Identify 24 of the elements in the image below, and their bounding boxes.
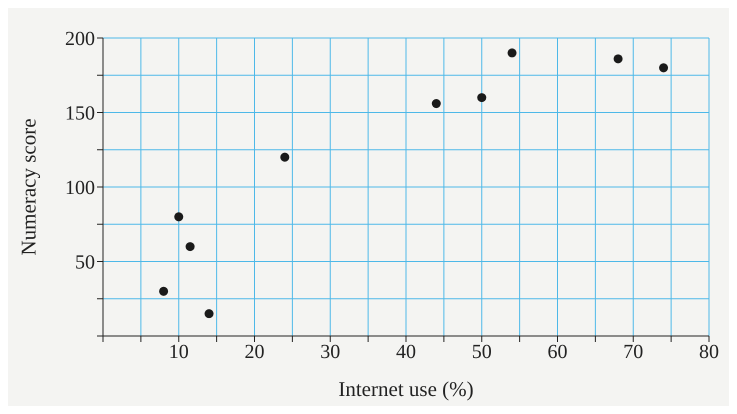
point xyxy=(508,48,517,58)
x-tick-label: 20 xyxy=(244,341,264,364)
point xyxy=(614,54,623,64)
y-tick-label: 50 xyxy=(75,252,95,274)
point xyxy=(280,152,290,162)
y-tick-label: 100 xyxy=(65,177,95,200)
y-tick-label: 150 xyxy=(65,102,95,125)
point xyxy=(159,286,168,296)
point xyxy=(204,309,214,318)
x-tick-label: 10 xyxy=(168,341,189,364)
x-tick-label: 70 xyxy=(623,341,644,364)
y-axis-title: Numeracy score xyxy=(16,118,40,256)
point xyxy=(659,63,668,72)
x-tick-label: 60 xyxy=(548,341,568,364)
point xyxy=(174,212,184,222)
x-tick-label: 50 xyxy=(472,341,492,364)
x-tick-label: 40 xyxy=(396,341,416,364)
point xyxy=(432,99,441,108)
x-axis-title: Internet use (%) xyxy=(338,377,474,401)
y-tick-label: 200 xyxy=(65,28,95,50)
x-tick-label: 80 xyxy=(699,341,719,364)
point xyxy=(186,242,195,252)
point xyxy=(477,93,486,102)
x-tick-label: 30 xyxy=(320,341,340,364)
